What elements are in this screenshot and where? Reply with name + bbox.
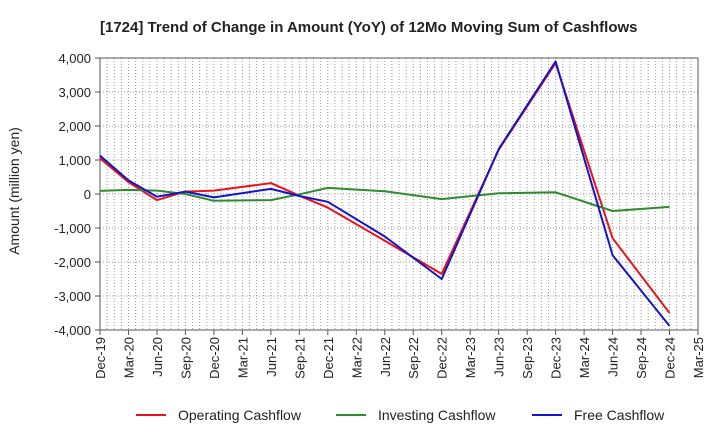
x-tick-label: Dec-21 <box>321 337 336 379</box>
legend: Operating Cashflow Investing Cashflow Free… <box>136 407 665 423</box>
y-tick-label: 0 <box>84 187 91 202</box>
y-tick-label: 1,000 <box>58 153 91 168</box>
x-tick-label: Mar-24 <box>577 337 592 378</box>
x-tick-label: Jun-24 <box>606 337 621 377</box>
y-tick-label: 2,000 <box>58 119 91 134</box>
x-tick-label: Jun-22 <box>378 337 393 377</box>
y-tick-label: -4,000 <box>54 323 91 338</box>
series-line-investing-cashflow <box>99 186 670 212</box>
x-tick-label: Mar-22 <box>349 337 364 378</box>
x-tick-label: Dec-20 <box>207 337 222 379</box>
x-tick-label: Mar-20 <box>121 337 136 378</box>
chart-title: [1724] Trend of Change in Amount (YoY) o… <box>100 19 638 36</box>
x-tick-label: Sep-22 <box>406 337 421 379</box>
x-ticks: Dec-19 Mar-20 Jun-20 Sep-20 Dec-20 Mar-21 Jun-… <box>93 330 706 379</box>
x-tick-label: Sep-21 <box>292 337 307 379</box>
legend-label-investing-cashflow: Investing Cashflow <box>378 407 496 423</box>
series-line-free-cashflow <box>99 60 671 327</box>
y-tick-label: -1,000 <box>54 221 91 236</box>
x-tick-label: Dec-24 <box>663 337 678 379</box>
x-tick-label: Jun-21 <box>264 337 279 377</box>
y-tick-label: -3,000 <box>54 289 91 304</box>
x-tick-label: Dec-19 <box>93 337 108 379</box>
y-tick-label: 3,000 <box>58 85 91 100</box>
x-tick-label: Mar-23 <box>463 337 478 378</box>
x-tick-label: Sep-24 <box>634 337 649 379</box>
y-ticks: 4,000 3,000 2,000 1,000 0 -1,000 -2,000 -3,000 -… <box>54 51 100 338</box>
x-tick-label: Jun-20 <box>150 337 165 377</box>
series-lines <box>99 60 671 327</box>
x-tick-label: Dec-23 <box>549 337 564 379</box>
y-tick-label: 4,000 <box>58 51 91 66</box>
x-tick-label: Mar-21 <box>235 337 250 378</box>
legend-label-free-cashflow: Free Cashflow <box>574 407 665 423</box>
y-axis-label: Amount (million yen) <box>6 127 22 255</box>
x-tick-label: Jun-23 <box>492 337 507 377</box>
x-tick-label: Sep-23 <box>520 337 535 379</box>
x-tick-label: Sep-20 <box>178 337 193 379</box>
x-tick-label: Dec-22 <box>435 337 450 379</box>
legend-label-operating-cashflow: Operating Cashflow <box>178 407 302 423</box>
x-tick-label: Mar-25 <box>691 337 706 378</box>
y-tick-label: -2,000 <box>54 255 91 270</box>
